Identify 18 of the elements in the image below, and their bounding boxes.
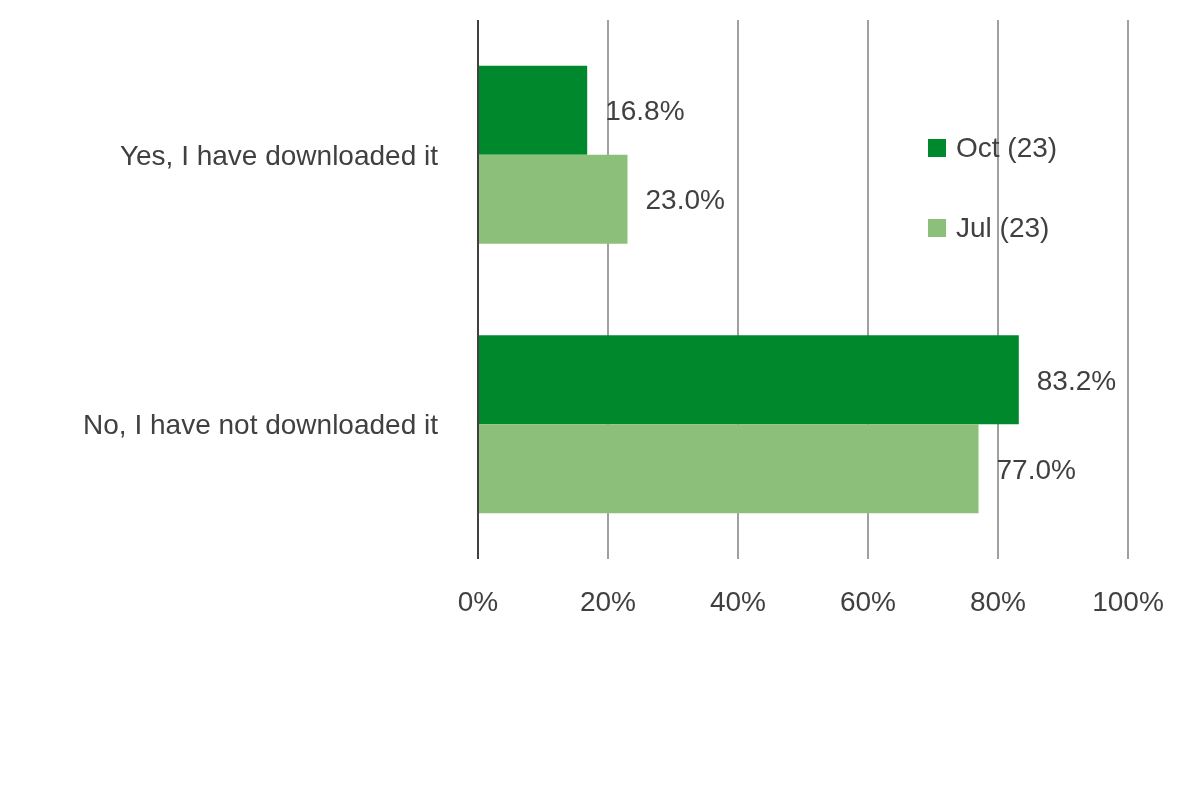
y-tick-label: No, I have not downloaded it <box>83 409 439 441</box>
data-label: 77.0% <box>996 453 1076 485</box>
data-label: 83.2% <box>1036 364 1117 396</box>
y-tick-label: Yes, I have downloaded it <box>119 139 439 171</box>
data-label: 23.0% <box>645 184 725 216</box>
x-tick-label: 80% <box>969 585 1027 617</box>
bar <box>478 65 588 155</box>
x-tick-label: 20% <box>579 585 637 617</box>
x-tick-label: 40% <box>709 585 767 617</box>
bar <box>478 154 628 244</box>
x-tick-label: 100% <box>1092 585 1164 617</box>
x-tick-label: 0% <box>457 585 499 617</box>
x-tick-label: 60% <box>839 585 897 617</box>
legend-label: Oct (23) <box>956 132 1058 164</box>
data-label: 16.8% <box>605 95 685 127</box>
bar <box>478 335 1019 425</box>
bar <box>478 424 979 514</box>
legend-label: Jul (23) <box>956 212 1050 244</box>
